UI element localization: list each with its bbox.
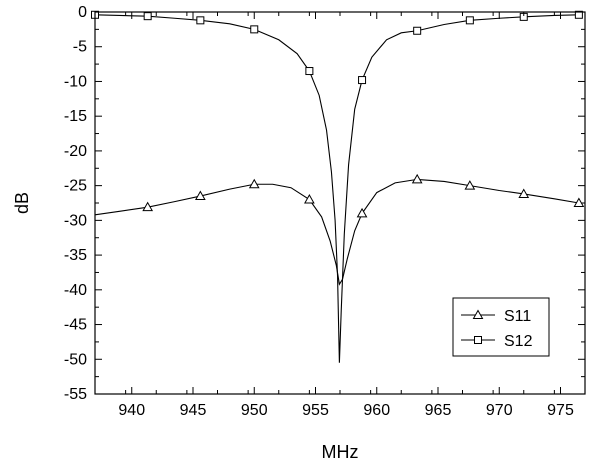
x-tick-label: 955 xyxy=(302,402,329,419)
series-point-s11 xyxy=(194,190,206,201)
legend-marker-s12 xyxy=(474,336,482,344)
series-point-s12 xyxy=(413,26,422,35)
y-tick-label: -5 xyxy=(73,39,87,56)
series-point-s12 xyxy=(465,16,474,25)
series-point-s12 xyxy=(196,16,205,25)
y-tick-label: -55 xyxy=(64,386,87,403)
y-tick-label: -20 xyxy=(64,143,87,160)
x-axis-title: MHz xyxy=(322,442,359,462)
series-point-s12 xyxy=(358,76,367,85)
series-point-s11 xyxy=(411,173,423,184)
series-line-s11 xyxy=(94,178,579,286)
legend-box xyxy=(452,297,550,357)
series-point-s11 xyxy=(142,201,154,212)
legend-label-s12: S12 xyxy=(504,333,533,350)
plot-content xyxy=(91,10,585,363)
y-tick-label: 0 xyxy=(78,4,87,21)
series-line-s12 xyxy=(94,14,579,363)
x-tick-label: 970 xyxy=(486,402,513,419)
series-point-s12 xyxy=(143,12,152,21)
series-point-s12 xyxy=(574,10,583,19)
legend-marker-s11 xyxy=(472,309,484,319)
y-tick-label: -30 xyxy=(64,212,87,229)
y-axis-title: dB xyxy=(12,192,32,214)
y-tick-label: -10 xyxy=(64,73,87,90)
series-point-s12 xyxy=(305,67,314,76)
x-tick-label: 940 xyxy=(118,402,145,419)
series-point-s11 xyxy=(304,194,315,204)
y-tick-label: -45 xyxy=(64,317,87,334)
y-tick-label: -15 xyxy=(64,108,87,125)
legend-label-s11: S11 xyxy=(504,308,531,325)
x-tick-label: 960 xyxy=(363,402,390,419)
series-point-s11 xyxy=(356,207,368,218)
y-tick-label: -40 xyxy=(64,282,87,299)
y-axis: 0 -5 -10 -15 -20 -25 -30 -35 -40 -45 -50 -55 xyxy=(64,4,585,403)
series-point-s11 xyxy=(248,178,260,189)
y-tick-label: -35 xyxy=(64,247,87,264)
x-tick-label: 945 xyxy=(180,402,207,419)
y-tick-label: -25 xyxy=(64,178,87,195)
x-axis: 940 945 950 955 960 965 970 975 xyxy=(94,12,586,419)
series-point-s11 xyxy=(518,188,530,198)
series-point-s11 xyxy=(464,180,476,190)
series-point-s12 xyxy=(250,25,259,34)
x-tick-label: 950 xyxy=(241,402,268,419)
series-s11 xyxy=(94,173,585,286)
x-tick-label: 975 xyxy=(547,402,574,419)
y-tick-label: -50 xyxy=(64,351,87,368)
x-tick-label: 965 xyxy=(425,402,452,419)
